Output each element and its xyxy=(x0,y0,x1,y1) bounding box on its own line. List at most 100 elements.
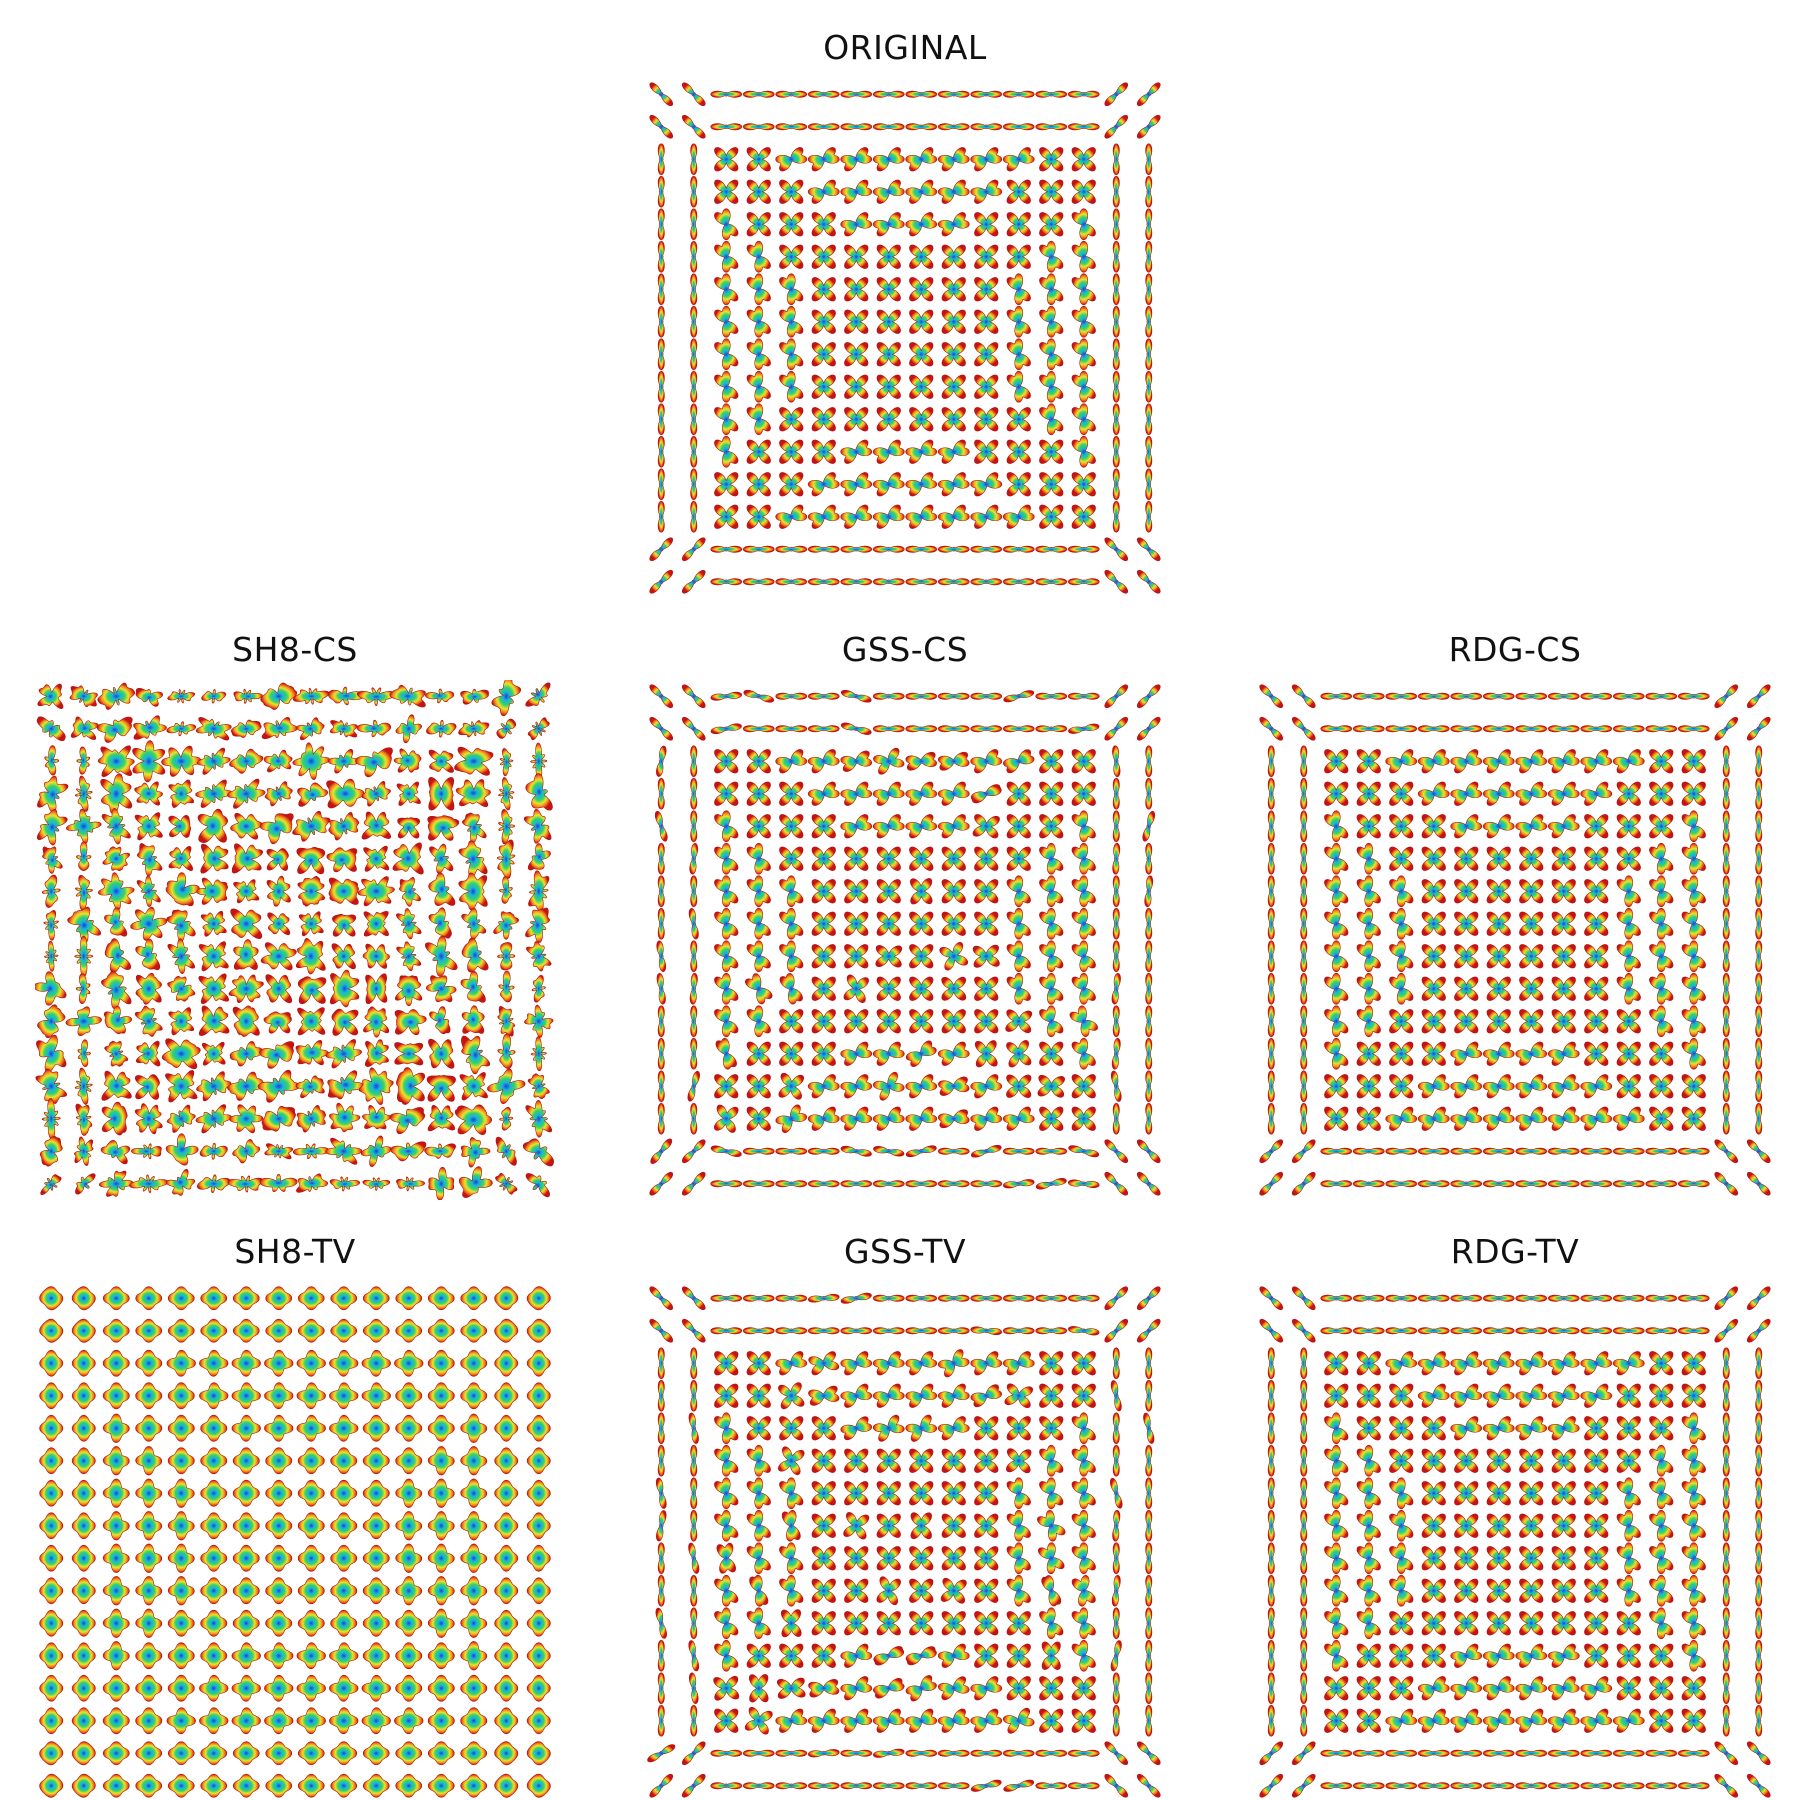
odf-glyph xyxy=(232,1286,260,1311)
odf-glyph xyxy=(1003,1779,1035,1792)
odf-glyph xyxy=(395,908,422,940)
odf-glyph xyxy=(974,342,999,367)
odf-glyph xyxy=(1547,692,1580,700)
odf-glyph xyxy=(937,1749,970,1757)
odf-glyph xyxy=(265,1741,293,1766)
odf-glyph xyxy=(1616,875,1641,908)
odf-glyph xyxy=(1482,749,1515,774)
odf-glyph xyxy=(494,1349,519,1377)
odf-glyph xyxy=(71,1544,96,1572)
odf-glyph xyxy=(1300,875,1308,908)
odf-glyph xyxy=(1002,504,1035,529)
odf-glyph xyxy=(779,305,804,338)
panel-original: ORIGINAL xyxy=(645,28,1165,594)
odf-glyph xyxy=(41,1098,61,1140)
odf-glyph xyxy=(1421,846,1446,871)
odf-glyph xyxy=(1145,240,1153,273)
odf-glyph xyxy=(840,123,873,131)
odf-glyph xyxy=(1006,1509,1031,1542)
odf-glyph xyxy=(657,500,665,533)
odf-glyph xyxy=(876,1481,901,1506)
odf-glyph xyxy=(690,338,698,371)
odf-glyph xyxy=(1417,1351,1450,1376)
odf-glyph xyxy=(1352,725,1385,733)
odf-glyph xyxy=(134,812,163,841)
odf-glyph xyxy=(1482,1643,1515,1668)
odf-glyph xyxy=(35,971,67,1006)
odf-glyph xyxy=(746,273,771,306)
odf-glyph xyxy=(714,435,739,468)
odf-glyph xyxy=(840,1643,873,1668)
odf-glyph xyxy=(1002,147,1035,172)
odf-glyph xyxy=(937,1041,970,1066)
odf-glyph xyxy=(1324,1509,1349,1542)
odf-glyph xyxy=(657,1542,665,1575)
odf-glyph xyxy=(197,808,228,844)
odf-glyph xyxy=(1515,1708,1548,1733)
odf-glyph xyxy=(362,1577,390,1605)
odf-glyph xyxy=(657,1005,665,1038)
odf-glyph xyxy=(714,907,739,940)
odf-glyph xyxy=(1580,1676,1613,1701)
odf-glyph xyxy=(714,1477,739,1510)
odf-glyph xyxy=(905,1180,938,1188)
odf-glyph xyxy=(1071,435,1096,468)
odf-glyph xyxy=(937,1416,970,1441)
odf-glyph xyxy=(394,1009,427,1036)
odf-glyph xyxy=(811,1611,836,1636)
odf-glyph xyxy=(429,1006,451,1035)
odf-glyph xyxy=(1547,1351,1580,1376)
odf-glyph xyxy=(526,1674,551,1702)
odf-glyph xyxy=(1580,1074,1613,1099)
odf-glyph xyxy=(1320,1147,1353,1155)
odf-glyph xyxy=(1616,814,1641,839)
odf-glyph xyxy=(496,839,516,879)
odf-glyph xyxy=(905,1383,938,1408)
odf-glyph xyxy=(710,123,743,131)
odf-glyph xyxy=(462,812,487,843)
odf-glyph xyxy=(261,1106,296,1132)
odf-glyph xyxy=(1482,814,1515,839)
odf-glyph xyxy=(937,1147,970,1155)
odf-glyph xyxy=(811,212,836,237)
odf-glyph xyxy=(297,1577,325,1605)
odf-glyph xyxy=(1041,1575,1062,1607)
odf-glyph xyxy=(196,747,231,775)
odf-glyph xyxy=(811,944,836,969)
odf-glyph xyxy=(970,90,1003,98)
odf-glyph xyxy=(746,1383,771,1408)
odf-glyph xyxy=(101,1101,128,1136)
odf-glyph xyxy=(1071,875,1096,908)
odf-glyph xyxy=(974,1481,999,1506)
odf-glyph xyxy=(1104,537,1129,562)
odf-glyph xyxy=(1067,90,1100,98)
odf-glyph xyxy=(690,745,698,778)
odf-glyph xyxy=(1681,1607,1706,1640)
odf-glyph xyxy=(657,143,665,176)
odf-glyph xyxy=(1450,725,1483,733)
odf-glyph xyxy=(1677,1782,1710,1790)
odf-glyph xyxy=(1389,1509,1414,1542)
odf-glyph xyxy=(200,1512,228,1540)
odf-glyph xyxy=(330,1318,358,1343)
odf-glyph xyxy=(526,1609,551,1637)
odf-glyph xyxy=(876,1513,901,1538)
odf-glyph xyxy=(102,1511,130,1541)
odf-glyph xyxy=(748,1674,769,1703)
odf-glyph xyxy=(970,545,1003,553)
odf-glyph xyxy=(941,976,967,1001)
odf-glyph xyxy=(1356,1477,1381,1510)
odf-glyph xyxy=(873,747,905,775)
odf-glyph xyxy=(65,1006,103,1037)
odf-glyph xyxy=(1067,1782,1100,1790)
odf-glyph xyxy=(1039,1607,1064,1640)
odf-glyph xyxy=(1385,692,1418,700)
odf-glyph xyxy=(840,90,873,98)
odf-glyph xyxy=(1722,1379,1730,1412)
odf-glyph xyxy=(200,1741,228,1766)
odf-glyph xyxy=(1112,338,1120,371)
odf-glyph xyxy=(39,1479,64,1507)
odf-glyph xyxy=(1755,907,1763,940)
odf-glyph xyxy=(1454,1009,1479,1034)
panel-title: ORIGINAL xyxy=(823,28,987,67)
